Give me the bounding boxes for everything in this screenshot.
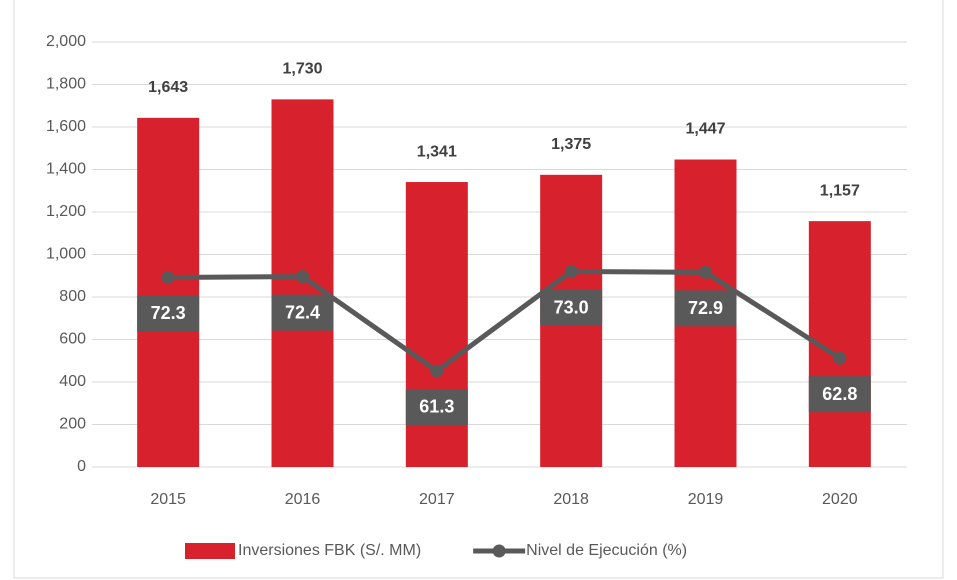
bar-value-label: 1,447 [685,121,725,138]
line-label-box [405,388,468,425]
line-label-box [540,289,603,326]
line-value-label: 62.8 [822,384,857,404]
legend-label: Inversiones FBK (S/. MM) [238,542,421,559]
line-value-label: 72.3 [151,303,186,323]
y-tick-label: 0 [77,458,86,475]
y-tick-label: 400 [59,373,86,390]
y-tick-label: 1,400 [46,161,86,178]
y-tick-label: 600 [59,331,86,348]
bar [271,99,334,467]
line-value-label: 72.4 [285,302,320,322]
y-tick-label: 200 [59,416,86,433]
bar-value-label: 1,375 [551,136,591,153]
bar-value-label: 1,341 [417,143,457,160]
bar-value-label: 1,157 [820,182,860,199]
y-tick-label: 800 [59,288,86,305]
x-tick-label: 2018 [553,491,589,508]
bar-value-label: 1,730 [282,61,322,78]
legend-swatch-marker [492,544,506,558]
y-tick-label: 1,200 [46,203,86,220]
line-label-box [808,376,871,413]
line-value-label: 61.3 [419,397,454,417]
x-tick-label: 2019 [688,491,724,508]
y-tick-label: 1,600 [46,118,86,135]
line-marker [699,265,712,279]
line-value-label: 73.0 [554,297,589,317]
x-tick-label: 2015 [150,491,186,508]
legend-swatch [185,543,235,559]
y-tick-label: 1,800 [46,76,86,93]
line-marker [430,364,444,378]
line-marker [296,270,309,284]
line-marker [161,270,175,284]
x-tick-label: 2020 [822,491,858,508]
line-label-box [674,290,737,327]
bar-value-label: 1,643 [148,79,188,96]
line-label-box [137,295,200,332]
bar [137,117,200,468]
line-marker [564,265,578,278]
line [168,268,842,375]
line-label-box [271,294,334,331]
x-tick-label: 2017 [419,491,455,508]
chart-border [13,0,944,579]
y-tick-label: 1,000 [46,246,86,263]
legend-label: Nivel de Ejecución (%) [526,542,687,559]
y-tick-label: 2,000 [46,33,86,50]
line-value-label: 72.9 [688,298,723,318]
x-tick-label: 2016 [285,491,321,508]
line-marker [833,351,847,365]
